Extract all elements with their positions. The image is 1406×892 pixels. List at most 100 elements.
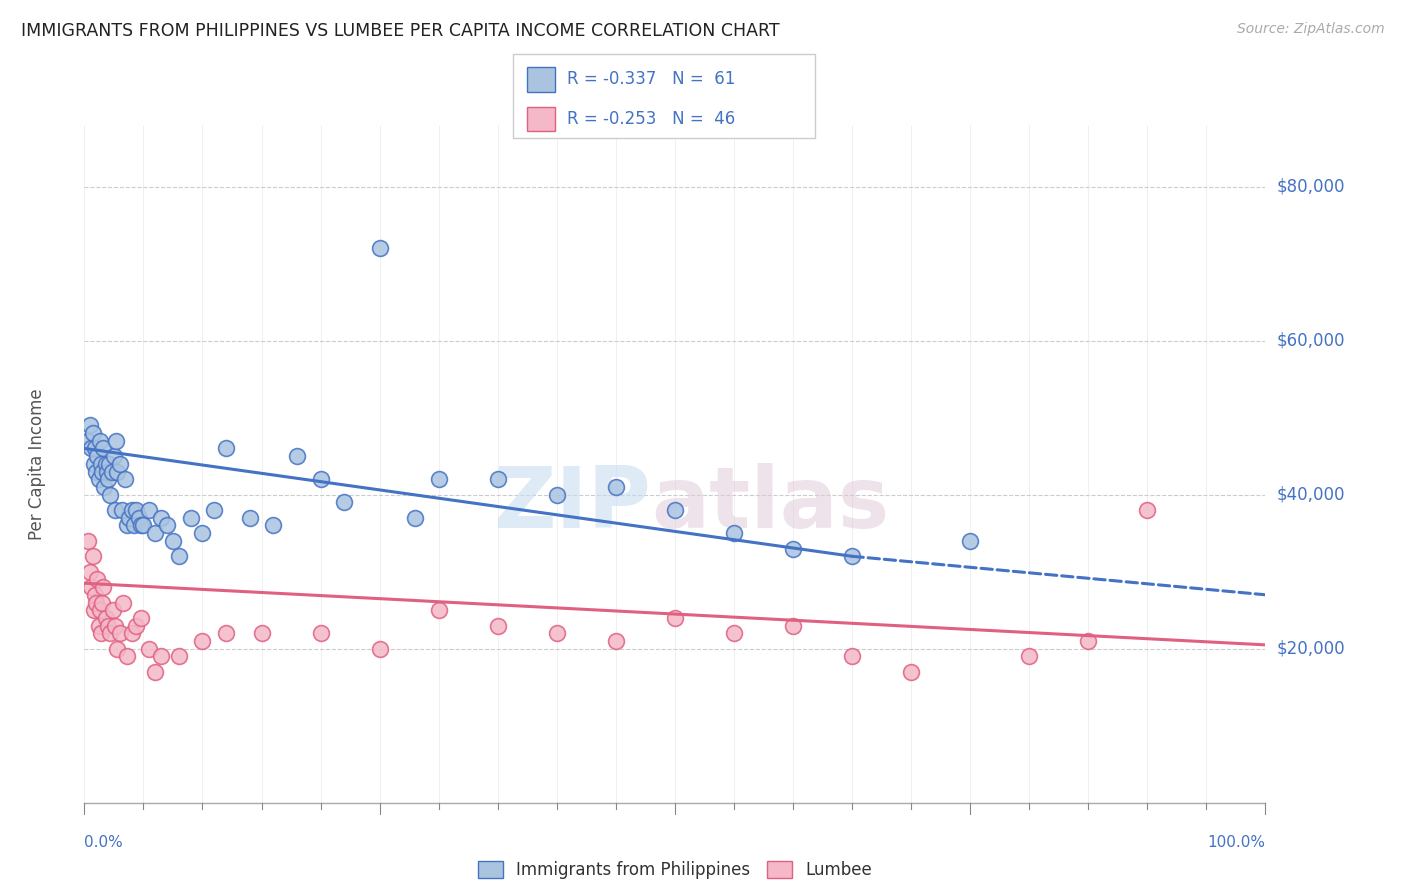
Point [128,510,150,524]
Point [262,518,284,533]
Point [104,618,127,632]
Text: atlas: atlas [651,463,890,546]
Text: 100.0%: 100.0% [1208,836,1265,850]
Point [84,465,107,479]
Point [782,618,804,632]
Point [664,611,686,625]
Point [107,641,129,656]
Point [115,649,138,664]
Point [132,518,155,533]
Point [427,472,450,486]
Point [98,457,121,471]
Point [87,472,110,486]
Point [202,503,225,517]
Point [108,457,131,471]
Point [84,588,107,602]
Point [167,649,190,664]
Point [94,611,117,625]
Point [82,549,104,564]
Point [91,580,114,594]
Point [162,533,184,548]
Text: $20,000: $20,000 [1277,640,1346,657]
Point [782,541,804,556]
Point [191,634,214,648]
Point [309,472,332,486]
Point [546,626,568,640]
Point [80,580,103,594]
Point [114,472,136,486]
Point [107,465,129,479]
Point [664,503,686,517]
Text: Per Capita Income: Per Capita Income [28,388,46,540]
Point [150,649,173,664]
Point [91,465,114,479]
Point [1077,634,1099,648]
Point [86,573,108,587]
Legend: Immigrants from Philippines, Lumbee: Immigrants from Philippines, Lumbee [471,855,879,886]
Point [191,526,214,541]
Point [427,603,450,617]
Point [150,510,173,524]
Point [118,510,141,524]
Point [250,626,273,640]
Point [90,626,112,640]
Point [156,518,179,533]
Point [368,641,391,656]
Point [143,526,166,541]
Point [77,434,100,448]
Point [98,488,121,502]
Point [959,533,981,548]
Point [125,618,148,632]
Point [97,472,120,486]
Point [83,457,105,471]
Point [82,425,104,440]
Point [94,457,117,471]
Point [215,626,238,640]
Point [96,465,118,479]
Text: IMMIGRANTS FROM PHILIPPINES VS LUMBEE PER CAPITA INCOME CORRELATION CHART: IMMIGRANTS FROM PHILIPPINES VS LUMBEE PE… [21,22,780,40]
Text: $40,000: $40,000 [1277,485,1346,504]
Point [167,549,190,564]
Text: R = -0.337   N =  61: R = -0.337 N = 61 [567,70,735,88]
Point [285,449,308,463]
Point [368,241,391,255]
Point [77,533,100,548]
Point [723,626,745,640]
Text: $80,000: $80,000 [1277,178,1346,195]
Point [900,665,922,679]
Point [93,480,115,494]
Text: ZIP: ZIP [494,463,651,546]
Point [1136,503,1159,517]
Point [108,626,131,640]
Point [97,618,120,632]
Point [79,565,101,579]
Point [215,442,238,456]
Point [91,595,114,609]
Point [841,549,863,564]
Text: Source: ZipAtlas.com: Source: ZipAtlas.com [1237,22,1385,37]
Point [180,510,202,524]
Point [121,626,143,640]
Point [309,626,332,640]
Point [239,510,262,524]
Point [138,503,160,517]
Point [90,457,112,471]
Point [1018,649,1040,664]
Point [122,518,145,533]
Point [486,618,509,632]
Point [404,510,426,524]
Point [841,649,863,664]
Point [138,641,160,656]
Point [80,442,103,456]
Point [103,449,125,463]
Point [723,526,745,541]
Text: R = -0.253   N =  46: R = -0.253 N = 46 [567,110,735,128]
Point [115,518,138,533]
Point [143,665,166,679]
Point [486,472,509,486]
Point [605,634,627,648]
Point [89,603,111,617]
Point [546,488,568,502]
Point [333,495,356,509]
Point [98,626,121,640]
